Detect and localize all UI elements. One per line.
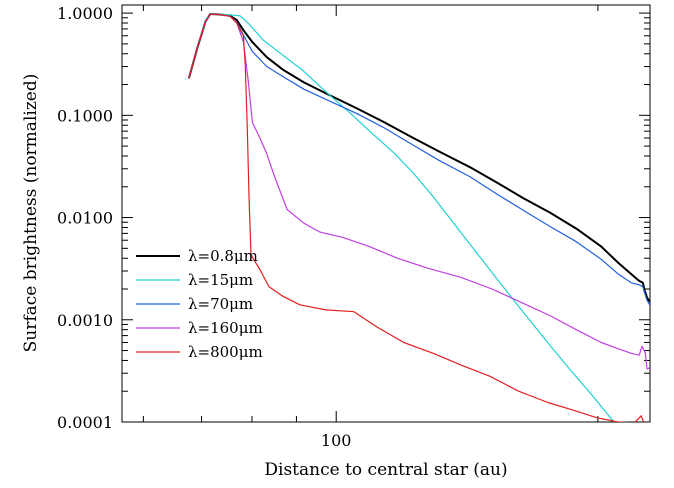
x-tick-label: 100: [321, 431, 352, 450]
legend-label-5: λ=800μm: [188, 343, 263, 361]
tick-labels: 1.0000 0.1000 0.0100 0.0010 0.0001 100: [57, 4, 351, 450]
y-tick-label: 0.0001: [57, 413, 113, 432]
y-tick-label: 0.1000: [57, 106, 113, 125]
series-lines: [187, 12, 650, 422]
legend-label-1: λ=0.8μm: [188, 247, 258, 265]
plot-frame: [121, 4, 651, 423]
series-line-3: [188, 13, 650, 306]
legend-label-3: λ=70μm: [188, 295, 253, 313]
series-line-5: [188, 13, 645, 422]
series-line-2: [188, 12, 615, 422]
legend-label-4: λ=160μm: [188, 319, 263, 337]
legend: λ=0.8μm λ=15μm λ=70μm λ=160μm λ=800μm: [136, 247, 263, 361]
legend-label-2: λ=15μm: [188, 271, 253, 289]
series-line-4: [188, 13, 650, 370]
y-tick-label: 0.0010: [57, 311, 113, 330]
axis-ticks: [122, 5, 650, 423]
y-tick-label: 0.0100: [57, 209, 113, 228]
x-axis-title: Distance to central star (au): [264, 460, 507, 480]
y-tick-label: 1.0000: [57, 4, 113, 23]
y-axis-title: Surface brightness (normalized): [21, 74, 41, 353]
